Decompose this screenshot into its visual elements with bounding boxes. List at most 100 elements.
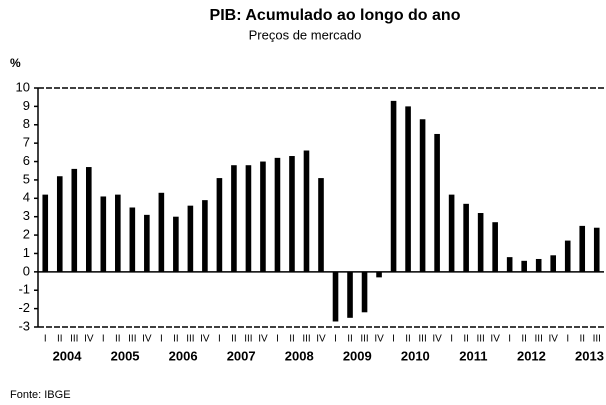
x-tick-label: IV [374, 334, 384, 345]
x-tick-label: I [218, 334, 221, 345]
bar [216, 178, 223, 272]
x-tick-label: I [508, 334, 511, 345]
x-group-label: 2006 [169, 348, 198, 363]
bar [85, 167, 92, 272]
x-tick-label: III [128, 334, 136, 345]
bar [274, 157, 281, 272]
x-tick-label: I [102, 334, 105, 345]
x-tick-label: IV [548, 334, 558, 345]
y-tick-label: -1 [18, 282, 30, 297]
x-group-label: 2013 [575, 348, 604, 363]
y-tick-label: 0 [23, 263, 30, 278]
bar [42, 194, 49, 272]
y-tick-label: -2 [18, 300, 30, 315]
x-group-label: 2004 [53, 348, 83, 363]
x-tick-label: III [302, 334, 310, 345]
bar [579, 225, 586, 272]
x-group-label: 2012 [517, 348, 546, 363]
x-tick-label: II [579, 334, 585, 345]
bar [448, 194, 455, 272]
chart-subtitle: Preços de mercado [249, 27, 362, 42]
x-tick-label: I [160, 334, 163, 345]
y-tick-label: 6 [23, 153, 30, 168]
bar [390, 100, 397, 272]
x-tick-label: I [566, 334, 569, 345]
x-group-label: 2011 [459, 348, 487, 363]
bar [506, 257, 513, 272]
source: Fonte: IBGE [10, 389, 71, 401]
bar [303, 150, 310, 272]
bar [332, 271, 339, 322]
x-tick-label: II [173, 334, 179, 345]
x-tick-label: IV [258, 334, 268, 345]
y-tick-label: 3 [23, 208, 30, 223]
bar [144, 214, 150, 272]
y-tick-label: 5 [23, 171, 30, 186]
x-tick-label: I [44, 334, 47, 345]
x-tick-label: IV [142, 334, 152, 345]
x-tick-label: II [289, 334, 295, 345]
chart-title: PIB: Acumulado ao longo do ano [210, 7, 461, 24]
bar [347, 271, 353, 318]
x-tick-label: III [476, 334, 484, 345]
bar [376, 271, 382, 278]
y-tick-label: 9 [23, 98, 30, 113]
y-tick-label: 7 [23, 135, 30, 150]
bar [564, 240, 571, 272]
x-tick-label: IV [432, 334, 442, 345]
x-group-label: 2009 [343, 348, 372, 363]
bar [405, 106, 411, 272]
bar [115, 194, 121, 272]
x-tick-label: IV [316, 334, 326, 345]
bar [593, 227, 600, 272]
bar [173, 216, 179, 272]
bar [245, 165, 252, 272]
bar [535, 258, 542, 272]
y-tick-label: -3 [18, 318, 30, 333]
y-tick-label: 2 [23, 227, 30, 242]
x-tick-label: IV [490, 334, 500, 345]
x-tick-label: III [244, 334, 252, 345]
x-tick-label: II [521, 334, 527, 345]
bar [434, 133, 440, 272]
y-tick-label: 4 [23, 190, 30, 205]
x-tick-label: III [418, 334, 426, 345]
bar [550, 255, 557, 272]
bar [260, 161, 266, 272]
x-tick-label: III [535, 334, 543, 345]
y-axis-label: % [10, 56, 21, 70]
bar [477, 213, 484, 272]
bar [202, 200, 208, 272]
x-tick-label: IV [84, 334, 94, 345]
x-group-label: 2007 [227, 348, 256, 363]
x-tick-label: II [347, 334, 353, 345]
y-tick-label: 10 [16, 79, 30, 94]
bar [361, 271, 368, 313]
x-group-label: 2005 [111, 348, 140, 363]
x-group-label: 2008 [285, 348, 314, 363]
x-tick-label: III [593, 334, 601, 345]
bar [492, 222, 498, 272]
x-tick-label: I [450, 334, 453, 345]
bar [318, 178, 324, 272]
x-group-label: 2010 [401, 348, 430, 363]
bar [187, 205, 194, 272]
bar [419, 119, 426, 272]
y-tick-label: 8 [23, 116, 30, 131]
x-tick-label: II [463, 334, 469, 345]
x-tick-label: III [186, 334, 194, 345]
bar [463, 203, 469, 272]
x-tick-label: III [360, 334, 368, 345]
bar [289, 156, 295, 272]
x-tick-label: II [405, 334, 411, 345]
x-tick-label: I [334, 334, 337, 345]
bar [56, 176, 63, 272]
y-tick-label: 1 [23, 245, 30, 260]
bar [521, 260, 527, 272]
x-tick-label: I [392, 334, 395, 345]
x-tick-label: II [231, 334, 237, 345]
x-tick-label: I [276, 334, 279, 345]
bar [100, 196, 107, 272]
bar [71, 168, 78, 272]
